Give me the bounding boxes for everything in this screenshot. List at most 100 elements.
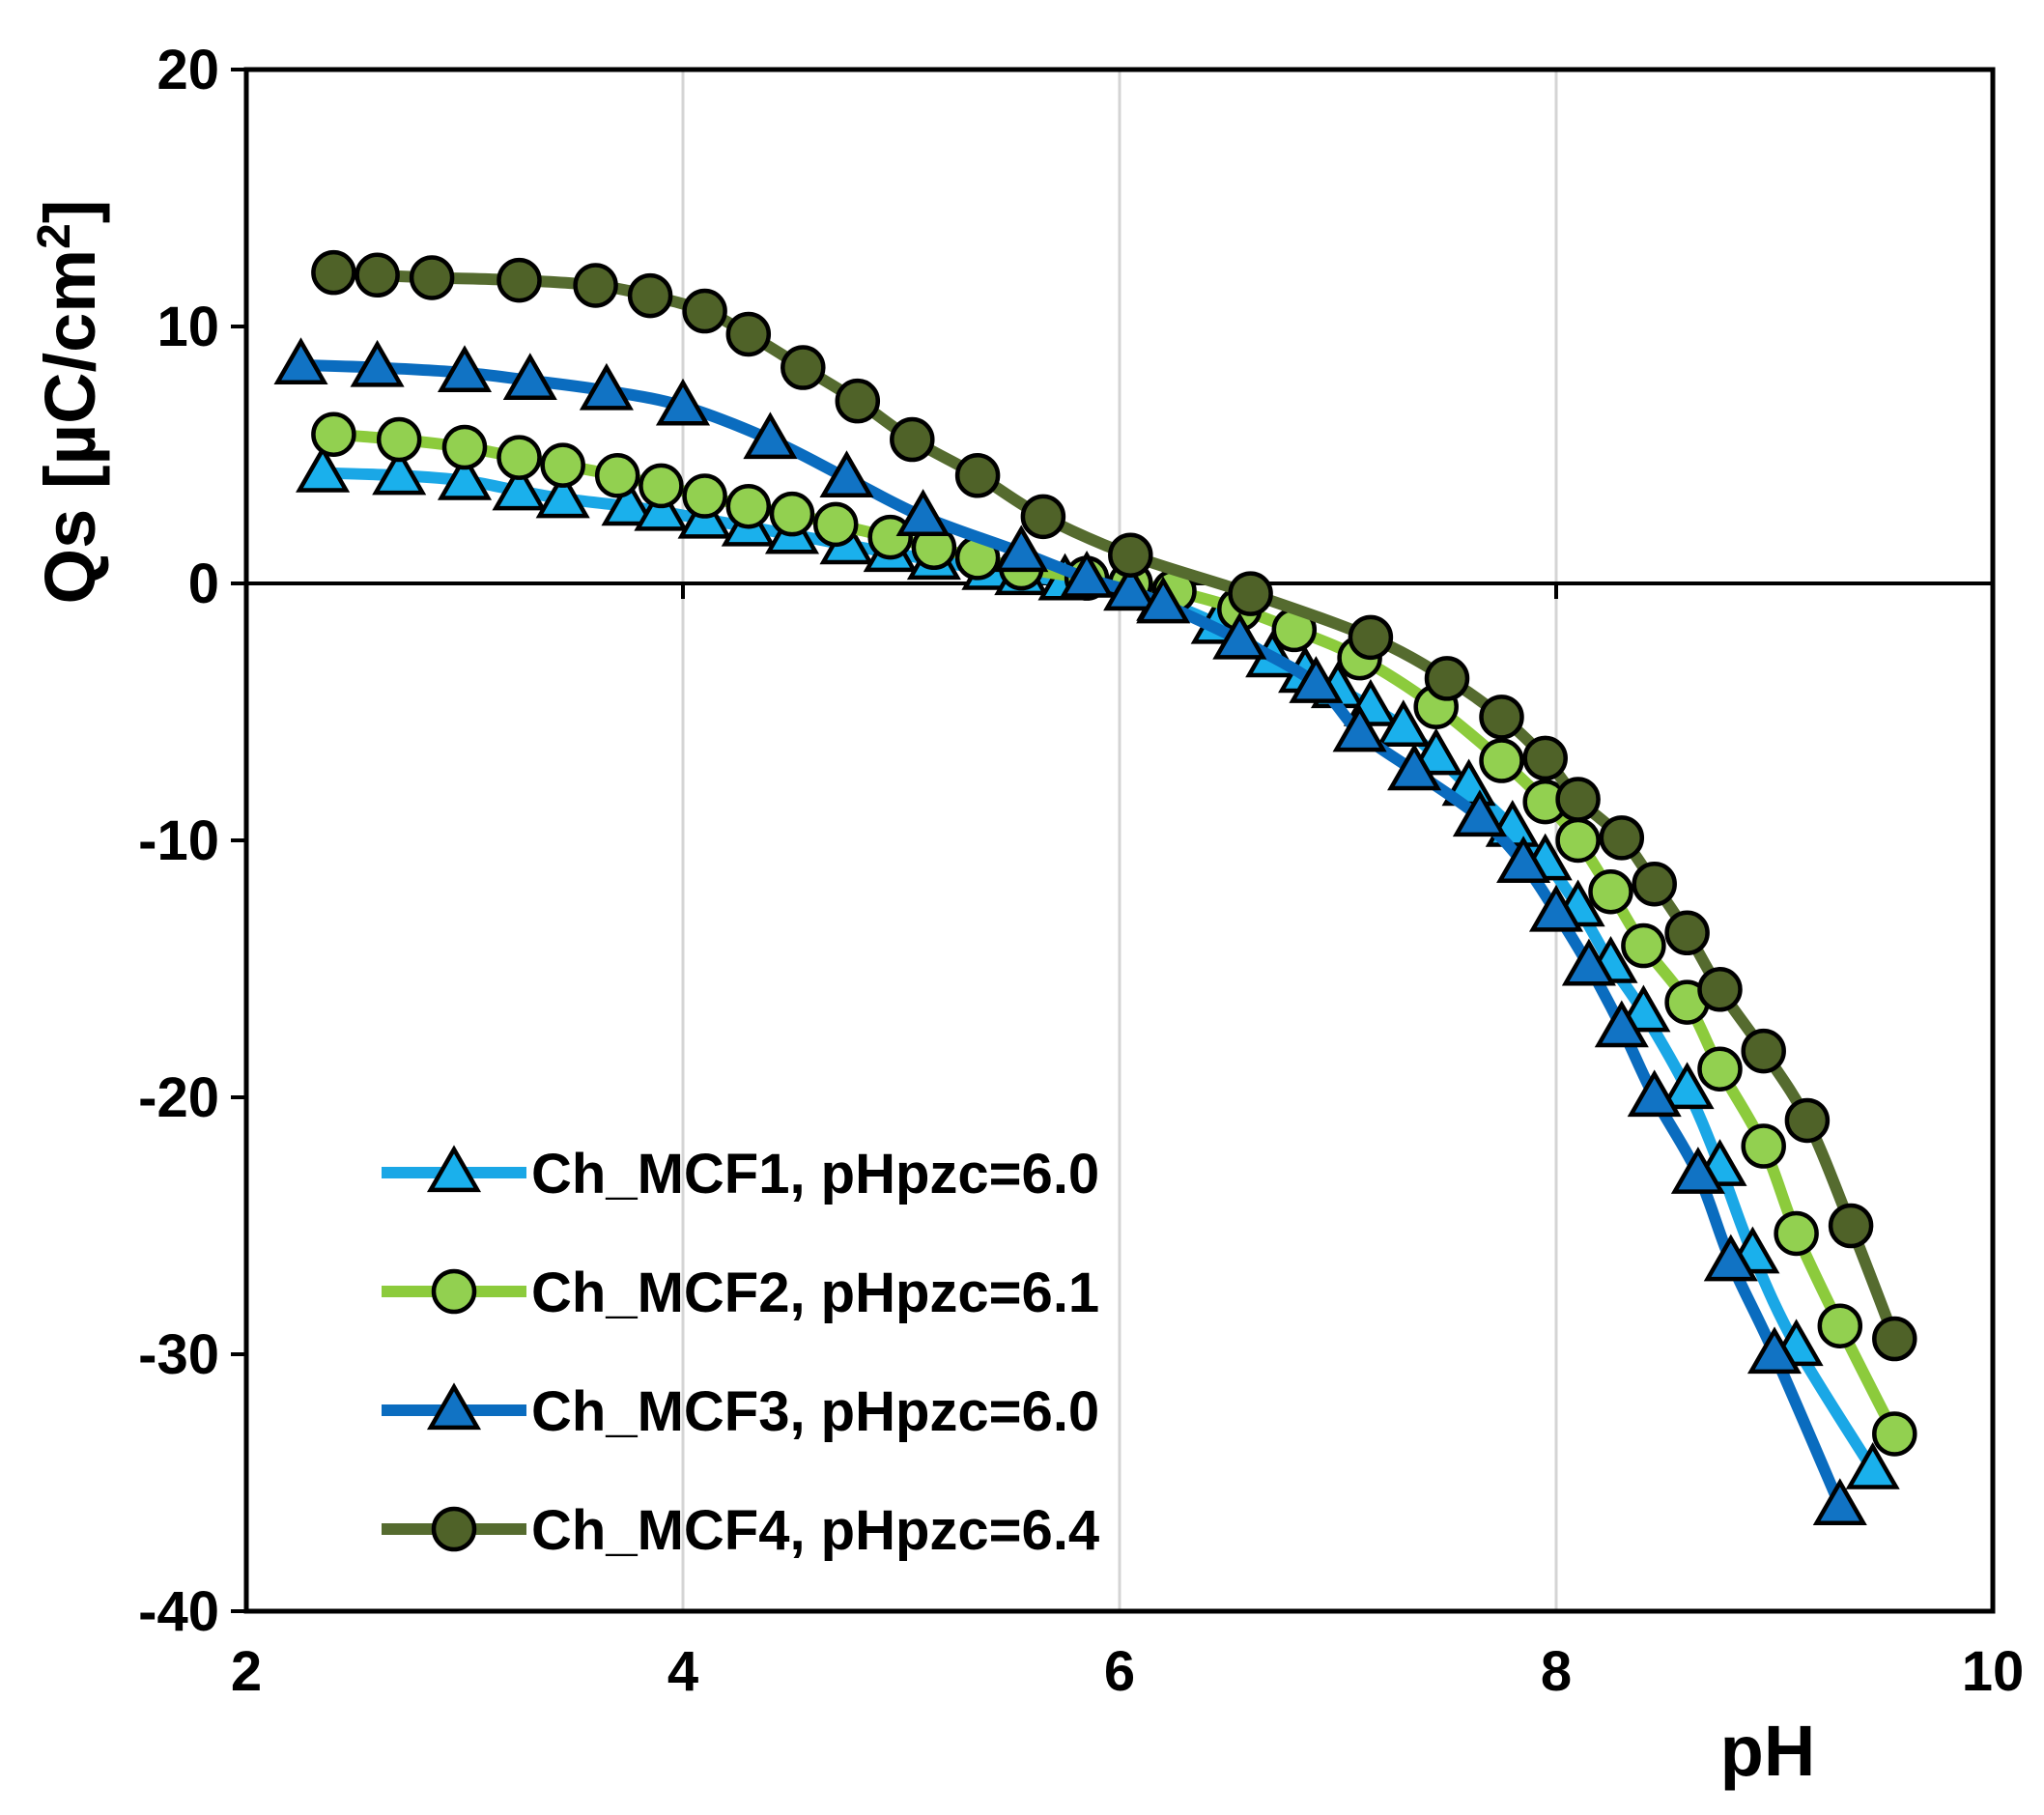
data-point-series3-10	[1060, 551, 1115, 598]
x-tick-label: 2	[231, 1640, 262, 1703]
data-point-series4-10	[890, 416, 935, 463]
data-point-series4-12	[1020, 494, 1066, 540]
data-point-series4-24	[1741, 1028, 1786, 1074]
y-tick-label: -30	[138, 1323, 219, 1386]
data-point-series3-11	[1103, 563, 1158, 611]
data-point-series3-8	[895, 489, 951, 536]
data-point-series2-22	[1479, 738, 1524, 783]
data-point-series4-18	[1522, 735, 1568, 781]
data-point-series3-25	[1746, 1326, 1803, 1375]
data-point-series3-21	[1594, 1000, 1649, 1048]
y-tick-label: -40	[138, 1580, 219, 1643]
data-point-series3-6	[743, 411, 798, 460]
axes: 2 4 6 8 10 -40 -30 -20 -10 0 10 20	[138, 39, 2024, 1703]
data-point-series2-5	[594, 453, 640, 498]
data-point-series2-3	[497, 435, 542, 480]
data-point-series3-3	[502, 353, 557, 400]
data-point-series3-26	[1812, 1478, 1867, 1526]
data-point-series3-13	[1212, 611, 1267, 660]
data-point-series4-4	[573, 263, 618, 308]
data-point-series3-7	[819, 450, 874, 498]
data-point-series1-5	[601, 478, 656, 526]
data-point-series4-16	[1424, 656, 1470, 701]
x-tick-label: 8	[1541, 1640, 1572, 1703]
data-point-series4-17	[1479, 695, 1524, 740]
data-point-series2-7	[682, 473, 727, 519]
data-point-series2-2	[441, 424, 488, 470]
data-point-series4-3	[497, 257, 542, 303]
data-point-series4-1	[355, 252, 400, 298]
data-point-series3-4	[579, 362, 634, 411]
data-point-series4-6	[682, 288, 727, 334]
data-point-series1-1	[372, 447, 427, 496]
x-tick-label: 10	[1962, 1640, 2025, 1703]
data-point-series3-16	[1387, 743, 1442, 791]
data-point-series4-15	[1348, 614, 1394, 661]
data-point-series2-9	[769, 491, 815, 537]
data-point-series3-23	[1670, 1147, 1725, 1194]
series-4	[311, 249, 1917, 1362]
data-point-series1-35	[1845, 1442, 1900, 1489]
data-point-series2-1	[376, 416, 422, 463]
data-point-series1-31	[1660, 1062, 1715, 1110]
data-point-series2-6	[639, 463, 684, 509]
x-axis-title: pH	[1720, 1711, 1816, 1791]
data-point-series1-23	[1376, 699, 1431, 748]
data-point-series2-32	[1872, 1411, 1917, 1457]
legend: Ch_MCF1, pHpzc=6.0 Ch_MCF2, pHpzc=6.1 Ch_M…	[382, 1143, 1099, 1562]
data-point-series3-14	[1289, 656, 1344, 703]
legend-marker	[431, 1506, 477, 1552]
data-point-series2-25	[1588, 868, 1633, 915]
legend-marker	[426, 1382, 482, 1431]
data-point-series4-21	[1632, 861, 1677, 907]
data-point-series3-22	[1627, 1069, 1682, 1118]
series-group	[273, 249, 1917, 1526]
data-point-series2-29	[1741, 1123, 1786, 1169]
data-point-series4-7	[725, 311, 772, 357]
data-point-series4-5	[627, 272, 673, 319]
data-point-series2-0	[311, 411, 356, 457]
y-axis-title: Qs [µC/cm2]	[29, 200, 110, 605]
data-point-series4-25	[1784, 1097, 1831, 1144]
legend-marker	[431, 1268, 477, 1315]
legend-marker	[426, 1145, 482, 1193]
data-point-series1-0	[296, 444, 351, 493]
data-point-series2-24	[1555, 817, 1601, 864]
data-point-series3-18	[1496, 836, 1551, 884]
data-point-series2-8	[725, 483, 772, 529]
data-point-series3-24	[1703, 1234, 1758, 1282]
x-tick-label: 6	[1104, 1640, 1135, 1703]
x-tick-label: 4	[667, 1640, 698, 1703]
data-point-series4-11	[954, 453, 1001, 498]
data-point-series3-17	[1452, 789, 1507, 837]
data-point-series2-30	[1774, 1210, 1819, 1257]
data-point-series2-4	[540, 442, 585, 488]
data-point-series4-23	[1697, 967, 1743, 1012]
data-point-series4-0	[311, 249, 356, 296]
data-point-series3-0	[273, 337, 328, 384]
data-point-series4-8	[781, 345, 826, 390]
data-point-series4-2	[409, 255, 455, 300]
data-point-series4-19	[1555, 777, 1601, 822]
legend-label: Ch_MCF2, pHpzc=6.1	[531, 1262, 1099, 1324]
data-point-series3-9	[994, 525, 1049, 573]
data-point-series4-27	[1872, 1316, 1917, 1362]
legend-label: Ch_MCF3, pHpzc=6.0	[531, 1380, 1099, 1443]
legend-label: Ch_MCF1, pHpzc=6.0	[531, 1143, 1099, 1205]
data-point-series4-20	[1599, 815, 1645, 861]
data-point-series3-12	[1136, 576, 1191, 624]
data-point-series2-11	[867, 514, 913, 560]
legend-item-3: Ch_MCF3, pHpzc=6.0	[382, 1380, 1099, 1443]
data-point-series2-10	[812, 501, 859, 548]
y-axis-title-superscript: 2	[29, 223, 80, 249]
legend-item-2: Ch_MCF2, pHpzc=6.1	[382, 1262, 1099, 1324]
data-point-series3-15	[1332, 704, 1387, 752]
data-point-series2-31	[1817, 1303, 1863, 1348]
y-tick-label: 20	[156, 39, 219, 101]
legend-item-4: Ch_MCF4, pHpzc=6.4	[382, 1499, 1099, 1562]
data-point-series4-26	[1828, 1203, 1874, 1249]
data-point-series3-19	[1528, 884, 1584, 932]
